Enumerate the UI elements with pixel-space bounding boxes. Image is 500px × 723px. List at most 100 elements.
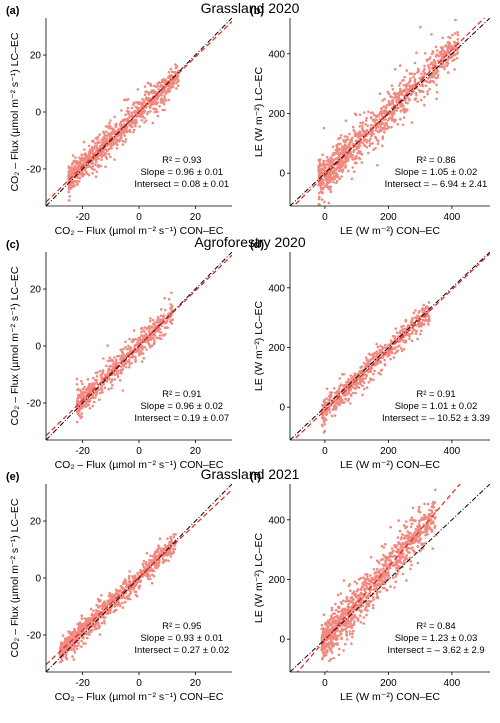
scatter-point xyxy=(158,320,161,324)
scatter-point xyxy=(375,596,379,599)
scatter-point xyxy=(395,544,399,547)
scatter-point xyxy=(100,378,103,381)
scatter-point xyxy=(434,516,437,519)
scatter-point xyxy=(409,560,413,563)
scatter-point xyxy=(348,605,351,609)
scatter-point xyxy=(150,326,154,329)
scatter-point xyxy=(332,180,335,184)
scatter-point xyxy=(399,87,402,91)
scatter-point xyxy=(147,93,151,96)
scatter-point xyxy=(129,350,132,354)
scatter-point xyxy=(361,121,365,124)
scatter-point xyxy=(95,603,98,607)
scatter-point xyxy=(338,634,341,637)
scatter-point xyxy=(350,635,354,639)
scatter-point xyxy=(332,656,336,660)
scatter-point xyxy=(161,334,164,337)
scatter-point xyxy=(399,117,402,121)
scatter-point xyxy=(113,378,117,381)
scatter-point xyxy=(75,647,79,650)
scatter-point xyxy=(366,124,370,128)
scatter-point xyxy=(151,318,155,322)
scatter-point xyxy=(367,352,371,356)
scatter-point xyxy=(364,356,368,359)
scatter-point xyxy=(340,629,344,633)
scatter-point xyxy=(323,423,327,426)
scatter-point xyxy=(394,575,398,578)
scatter-point xyxy=(83,153,86,156)
scatter-point xyxy=(453,32,457,35)
scatter-point xyxy=(336,593,340,597)
scatter-point xyxy=(388,353,391,357)
scatter-point xyxy=(165,319,169,323)
scatter-point xyxy=(163,296,166,300)
scatter-point xyxy=(336,166,339,169)
scatter-point xyxy=(378,92,382,95)
scatter-point xyxy=(104,125,108,128)
scatter-point xyxy=(70,166,73,169)
scatter-point xyxy=(72,643,76,646)
scatter-point xyxy=(130,114,134,117)
r2-annotation: R² = 0.86 xyxy=(416,155,455,166)
panel-letter: (b) xyxy=(250,5,264,17)
scatter-point xyxy=(98,605,101,608)
scatter-point xyxy=(103,601,107,605)
scatter-point xyxy=(171,85,175,89)
scatter-point xyxy=(416,317,419,321)
scatter-point xyxy=(98,398,101,401)
scatter-point xyxy=(84,170,88,173)
scatter-point xyxy=(103,622,106,625)
scatter-point xyxy=(70,632,73,635)
scatter-point xyxy=(339,165,342,169)
scatter-point xyxy=(401,123,405,127)
scatter-point xyxy=(149,84,153,88)
scatter-point xyxy=(88,633,91,636)
scatter-point xyxy=(140,105,143,108)
x-tick-label: -20 xyxy=(75,446,90,457)
scatter-point xyxy=(104,364,108,368)
scatter-point xyxy=(367,110,370,113)
scatter-point xyxy=(89,148,92,151)
scatter-point xyxy=(160,101,163,104)
scatter-point xyxy=(341,168,345,171)
scatter-point xyxy=(381,99,384,102)
scatter-point xyxy=(373,369,376,373)
scatter-point xyxy=(125,119,129,123)
scatter-point xyxy=(140,114,144,118)
scatter-point xyxy=(329,171,332,174)
scatter-point xyxy=(160,324,163,328)
scatter-point xyxy=(417,522,421,525)
scatter-point xyxy=(76,412,80,416)
scatter-point xyxy=(323,416,327,420)
scatter-point xyxy=(423,517,427,521)
scatter-point xyxy=(345,154,348,158)
scatter-point xyxy=(381,575,384,579)
scatter-point xyxy=(107,152,111,156)
scatter-point xyxy=(122,118,126,122)
scatter-point xyxy=(348,389,352,392)
scatter-point xyxy=(128,570,131,573)
scatter-point xyxy=(384,106,388,110)
scatter-point xyxy=(386,572,389,575)
scatter-point xyxy=(321,153,324,156)
scatter-point xyxy=(108,359,112,363)
scatter-point xyxy=(402,324,405,328)
scatter-point xyxy=(152,569,156,573)
scatter-point xyxy=(152,332,156,336)
scatter-point xyxy=(78,157,82,160)
scatter-point xyxy=(419,511,422,514)
scatter-point xyxy=(397,106,400,109)
scatter-point xyxy=(59,660,62,664)
scatter-point xyxy=(362,580,366,584)
scatter-point xyxy=(416,545,420,548)
scatter-point xyxy=(406,534,409,537)
scatter-point xyxy=(132,119,136,122)
scatter-point xyxy=(105,130,108,134)
scatter-point xyxy=(111,596,115,599)
scatter-point xyxy=(338,399,342,402)
scatter-point xyxy=(149,110,152,113)
scatter-point xyxy=(364,123,367,126)
scatter-point xyxy=(163,94,166,98)
scatter-point xyxy=(428,66,431,69)
scatter-point xyxy=(400,325,403,329)
